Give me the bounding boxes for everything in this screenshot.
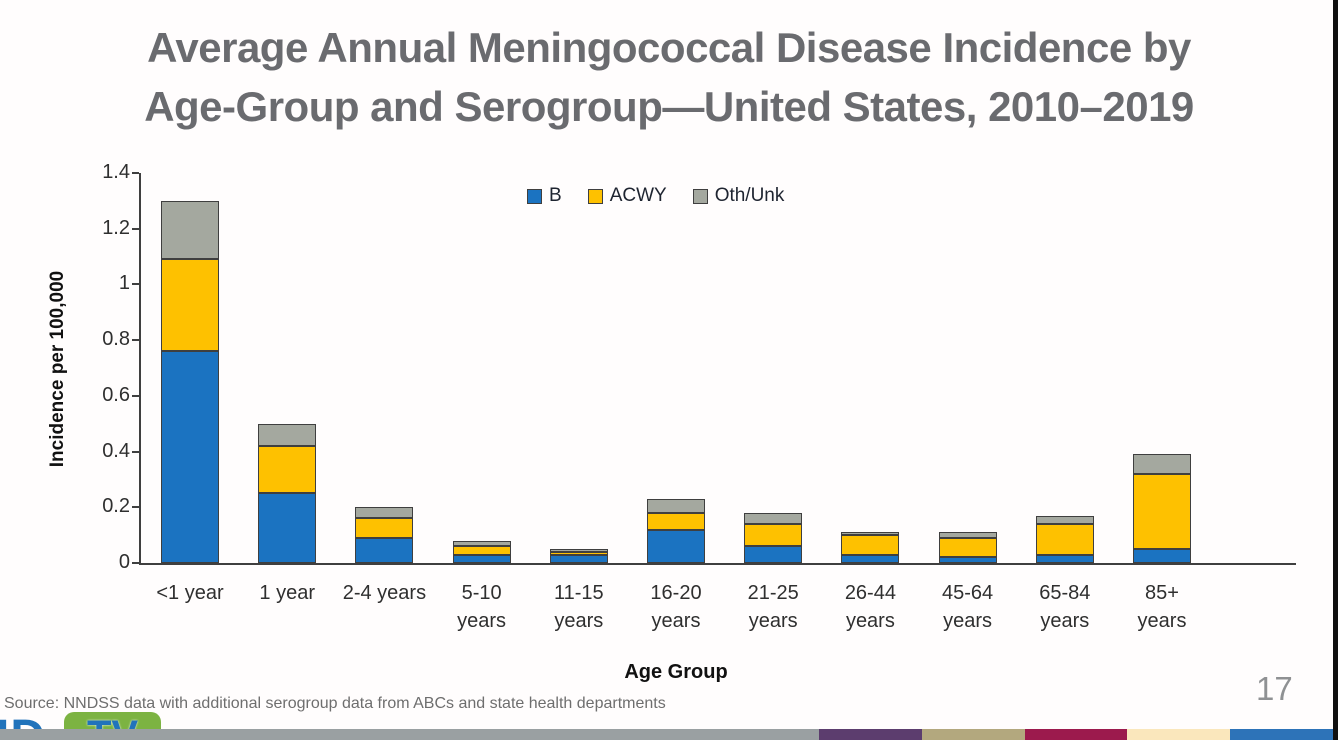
bar-segment-acwy (647, 512, 705, 530)
legend-swatch-oth-unk-icon (692, 188, 708, 204)
y-axis-tick-mark (132, 450, 139, 453)
footer-strip-segment-cream (1127, 729, 1230, 740)
y-axis-tick-mark (132, 283, 139, 286)
legend-label-b: B (549, 185, 562, 206)
bar-segment-b (647, 529, 705, 563)
bar-segment-acwy (1133, 473, 1191, 550)
bar-segment-acwy (258, 446, 317, 494)
y-axis-tick-label: 1.4 (102, 161, 130, 183)
bar-segment-b (549, 554, 608, 563)
bar-segment-oth-unk (549, 549, 608, 552)
legend-item-oth-unk: Oth/Unk (692, 185, 785, 207)
bar-segment-oth-unk (355, 507, 414, 519)
footer-strip-segment-maroon (1025, 729, 1127, 740)
footer-color-strip (0, 729, 1338, 740)
footer-strip-segment-purple (819, 729, 922, 740)
legend-label-oth-unk: Oth/Unk (714, 185, 785, 206)
right-edge-bar (1333, 0, 1338, 740)
footer-strip-segment-blue (1230, 729, 1338, 740)
page-title-line2: Age-Group and Serogroup—United States, 2… (144, 83, 1194, 130)
page-number: 17 (1256, 670, 1293, 707)
x-axis-category-label: 2-4 years (342, 582, 427, 604)
y-axis-tick-label: 1.2 (102, 216, 130, 239)
y-axis-tick-mark (132, 562, 139, 564)
x-axis-category-label: 5-10 years (457, 582, 507, 632)
bar-segment-oth-unk (161, 200, 219, 260)
x-axis-category-label: <1 year (156, 582, 224, 604)
bar-segment-acwy (938, 537, 997, 558)
bar-segment-oth-unk (1035, 515, 1094, 524)
bar-segment-oth-unk (1133, 454, 1191, 474)
x-axis-category-label: 16-20 years (650, 582, 702, 632)
x-axis-line (139, 563, 1296, 565)
y-axis-tick-label: 0.8 (102, 328, 130, 351)
x-axis-category-label: 85+ years (1137, 582, 1187, 632)
chart-legend: B ACWY Oth/Unk (527, 185, 784, 207)
bar-segment-b (744, 546, 803, 563)
y-axis-tick-label: 0.6 (102, 383, 130, 406)
x-axis-category-label: 1 year (259, 582, 315, 604)
legend-item-acwy: ACWY (587, 185, 667, 207)
bar-segment-b (841, 554, 900, 563)
bar-segment-oth-unk (744, 512, 803, 524)
legend-swatch-acwy-icon (587, 188, 603, 204)
bar-segment-acwy (549, 551, 608, 555)
bar-segment-oth-unk (938, 532, 997, 538)
x-axis-category-label: 11-15 years (553, 582, 604, 632)
bar-segment-acwy (452, 546, 511, 555)
footer-strip-segment-gray (0, 729, 819, 740)
bar-segment-oth-unk (841, 532, 900, 536)
bar-segment-oth-unk (452, 540, 511, 547)
bar-segment-acwy (1035, 524, 1094, 555)
bar-segment-b (161, 351, 219, 563)
x-axis-category-label: 45-64 years (942, 582, 994, 632)
x-axis-category-label: 21-25 years (747, 582, 799, 632)
bar-segment-acwy (161, 259, 219, 352)
y-axis-tick-mark (132, 339, 139, 342)
y-axis-tick-mark (132, 227, 139, 230)
bar-segment-b (938, 557, 997, 563)
bar-segment-b (452, 554, 511, 563)
y-axis-tick-label: 0 (118, 551, 130, 573)
bar-segment-acwy (744, 524, 803, 547)
y-axis-tick-label: 1 (118, 272, 130, 295)
x-axis-title: Age Group (624, 661, 728, 683)
bar-segment-b (1035, 554, 1094, 563)
bar-segment-oth-unk (258, 423, 317, 446)
legend-item-b: B (527, 185, 562, 207)
y-axis-tick-mark (132, 172, 139, 174)
bar-segment-b (355, 537, 414, 563)
bar-segment-b (1133, 549, 1191, 563)
legend-swatch-b-icon (527, 188, 542, 204)
x-axis-category-label: 26-44 years (844, 582, 896, 632)
y-axis-tick-label: 0.2 (102, 495, 130, 518)
bar-segment-b (258, 493, 317, 563)
source-note: Source: NNDSS data with additional serog… (4, 695, 666, 712)
page-title-line1: Average Annual Meningococcal Disease Inc… (147, 24, 1191, 71)
bar-segment-oth-unk (647, 498, 705, 513)
bar-segment-acwy (355, 518, 414, 538)
bar-segment-acwy (841, 535, 900, 555)
y-axis-tick-label: 0.4 (102, 439, 130, 462)
y-axis-tick-mark (132, 506, 139, 509)
y-axis-tick-mark (132, 394, 139, 397)
y-axis-line (139, 173, 141, 565)
footer-strip-segment-tan (922, 729, 1025, 740)
legend-label-acwy: ACWY (609, 185, 667, 206)
y-axis-title: Incidence per 100,000 (47, 270, 68, 468)
x-axis-category-label: 65-84 years (1039, 582, 1091, 632)
